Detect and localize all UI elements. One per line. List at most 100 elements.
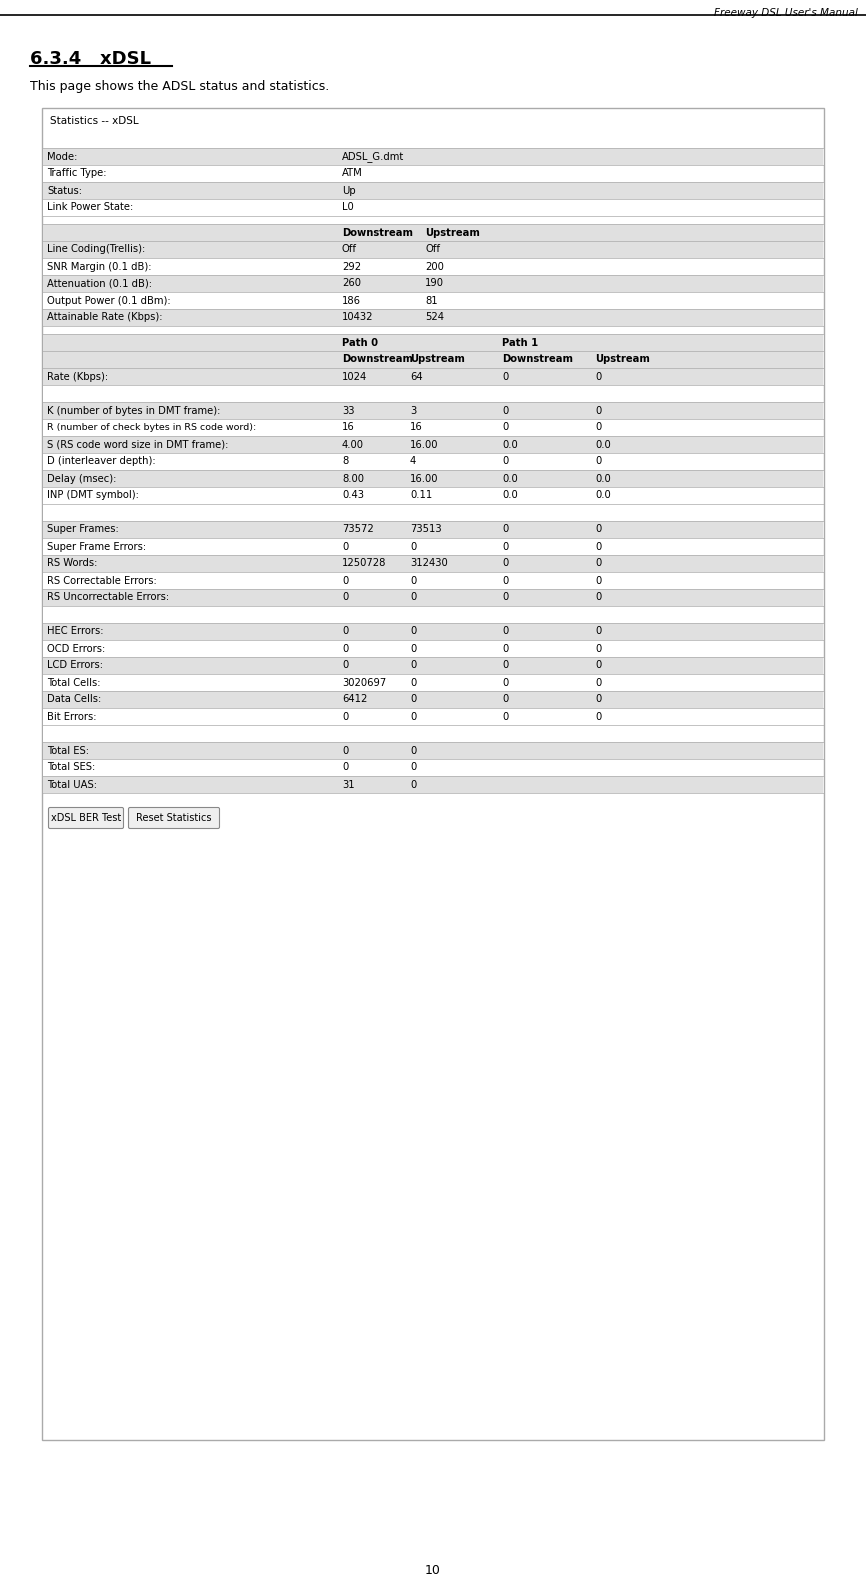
Text: 0: 0 bbox=[410, 541, 417, 552]
Text: 0: 0 bbox=[595, 643, 601, 654]
Bar bbox=[43, 573, 823, 589]
Text: 6412: 6412 bbox=[342, 694, 367, 705]
Text: 0: 0 bbox=[595, 592, 601, 603]
Text: L0: L0 bbox=[342, 203, 353, 212]
Text: 0: 0 bbox=[410, 678, 417, 687]
Text: Off: Off bbox=[342, 244, 357, 255]
Text: 292: 292 bbox=[342, 262, 361, 271]
Text: 0: 0 bbox=[595, 525, 601, 534]
Text: 0: 0 bbox=[502, 456, 508, 466]
Text: 0: 0 bbox=[595, 423, 601, 432]
Text: S (RS code word size in DMT frame):: S (RS code word size in DMT frame): bbox=[47, 440, 229, 450]
Bar bbox=[43, 522, 823, 538]
Text: 0: 0 bbox=[410, 745, 417, 756]
Text: 0: 0 bbox=[342, 711, 348, 721]
Text: 6.3.4   xDSL: 6.3.4 xDSL bbox=[30, 49, 151, 69]
Text: K (number of bytes in DMT frame):: K (number of bytes in DMT frame): bbox=[47, 405, 220, 416]
Text: HEC Errors:: HEC Errors: bbox=[47, 627, 104, 636]
Text: 0: 0 bbox=[502, 711, 508, 721]
Text: 0: 0 bbox=[342, 541, 348, 552]
FancyBboxPatch shape bbox=[48, 807, 124, 828]
Text: 0: 0 bbox=[502, 592, 508, 603]
Bar bbox=[43, 742, 823, 759]
Text: Line Coding(Trellis):: Line Coding(Trellis): bbox=[47, 244, 145, 255]
Text: RS Words:: RS Words: bbox=[47, 558, 97, 568]
Text: Attenuation (0.1 dB):: Attenuation (0.1 dB): bbox=[47, 279, 152, 289]
Text: 0: 0 bbox=[410, 694, 417, 705]
Text: 0: 0 bbox=[502, 372, 508, 381]
Text: 0.0: 0.0 bbox=[595, 440, 611, 450]
Text: 0: 0 bbox=[410, 592, 417, 603]
Text: 0.43: 0.43 bbox=[342, 491, 364, 501]
Text: 0: 0 bbox=[595, 660, 601, 670]
Text: 73513: 73513 bbox=[410, 525, 442, 534]
Text: 0: 0 bbox=[595, 372, 601, 381]
Text: 0: 0 bbox=[410, 660, 417, 670]
Text: Total UAS:: Total UAS: bbox=[47, 780, 97, 790]
Text: Up: Up bbox=[342, 185, 356, 196]
Text: 0.0: 0.0 bbox=[595, 491, 611, 501]
Text: 31: 31 bbox=[342, 780, 354, 790]
Text: 10432: 10432 bbox=[342, 313, 373, 322]
Text: RS Uncorrectable Errors:: RS Uncorrectable Errors: bbox=[47, 592, 169, 603]
Bar bbox=[43, 182, 823, 199]
Text: Freeway DSL User's Manual: Freeway DSL User's Manual bbox=[714, 8, 858, 18]
Bar bbox=[43, 624, 823, 640]
Bar bbox=[43, 435, 823, 453]
Text: 1250728: 1250728 bbox=[342, 558, 386, 568]
Text: Delay (msec):: Delay (msec): bbox=[47, 474, 116, 483]
Bar bbox=[43, 351, 823, 368]
Text: Traffic Type:: Traffic Type: bbox=[47, 169, 107, 179]
Text: Attainable Rate (Kbps):: Attainable Rate (Kbps): bbox=[47, 313, 163, 322]
Text: 0: 0 bbox=[502, 694, 508, 705]
Text: Upstream: Upstream bbox=[595, 354, 650, 365]
Bar bbox=[43, 258, 823, 274]
Bar bbox=[43, 292, 823, 309]
Bar bbox=[43, 402, 823, 419]
Bar bbox=[43, 453, 823, 471]
Text: 0: 0 bbox=[410, 762, 417, 772]
Text: 0: 0 bbox=[502, 576, 508, 585]
Text: 4: 4 bbox=[410, 456, 417, 466]
Text: Upstream: Upstream bbox=[425, 228, 480, 238]
Text: Super Frame Errors:: Super Frame Errors: bbox=[47, 541, 146, 552]
Text: 524: 524 bbox=[425, 313, 444, 322]
Text: 186: 186 bbox=[342, 295, 361, 306]
Bar bbox=[43, 223, 823, 241]
Bar bbox=[43, 309, 823, 325]
Text: D (interleaver depth):: D (interleaver depth): bbox=[47, 456, 156, 466]
Bar bbox=[43, 675, 823, 691]
Text: 0: 0 bbox=[410, 576, 417, 585]
Text: R (number of check bytes in RS code word):: R (number of check bytes in RS code word… bbox=[47, 423, 256, 432]
Text: 16: 16 bbox=[410, 423, 423, 432]
Text: 0: 0 bbox=[595, 678, 601, 687]
Text: Total SES:: Total SES: bbox=[47, 762, 95, 772]
Text: Status:: Status: bbox=[47, 185, 82, 196]
Text: 0: 0 bbox=[342, 660, 348, 670]
Text: 8.00: 8.00 bbox=[342, 474, 364, 483]
Text: Upstream: Upstream bbox=[410, 354, 465, 365]
Bar bbox=[42, 108, 824, 1440]
Text: 200: 200 bbox=[425, 262, 444, 271]
Text: 312430: 312430 bbox=[410, 558, 448, 568]
Text: 0.0: 0.0 bbox=[502, 491, 518, 501]
Bar bbox=[43, 419, 823, 435]
Text: 64: 64 bbox=[410, 372, 423, 381]
Text: 0: 0 bbox=[410, 627, 417, 636]
Text: Reset Statistics: Reset Statistics bbox=[136, 813, 212, 823]
Bar bbox=[43, 504, 823, 522]
Text: 0: 0 bbox=[502, 678, 508, 687]
Bar bbox=[43, 657, 823, 675]
Text: This page shows the ADSL status and statistics.: This page shows the ADSL status and stat… bbox=[30, 80, 329, 93]
Text: Statistics -- xDSL: Statistics -- xDSL bbox=[50, 116, 139, 126]
Text: 1024: 1024 bbox=[342, 372, 367, 381]
Text: 0: 0 bbox=[410, 643, 417, 654]
Text: Output Power (0.1 dBm):: Output Power (0.1 dBm): bbox=[47, 295, 171, 306]
Text: 16.00: 16.00 bbox=[410, 474, 438, 483]
Bar bbox=[43, 333, 823, 351]
Bar bbox=[43, 589, 823, 606]
Text: xDSL BER Test: xDSL BER Test bbox=[51, 813, 121, 823]
Text: 0: 0 bbox=[595, 405, 601, 416]
Text: INP (DMT symbol):: INP (DMT symbol): bbox=[47, 491, 139, 501]
Text: 190: 190 bbox=[425, 279, 444, 289]
